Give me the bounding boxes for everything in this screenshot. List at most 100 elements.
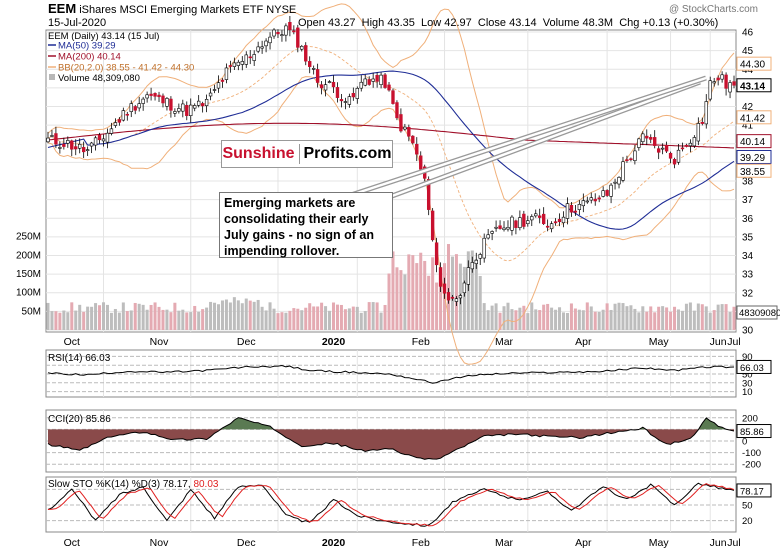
candle-body [161,95,165,104]
candle-body [454,298,459,302]
volume-bar [534,309,538,330]
candle-body [288,22,292,31]
candle-body [530,216,534,221]
volume-bar [141,304,145,330]
cci-last-box [736,424,772,439]
volume-bar [375,302,379,330]
volume-bar [621,303,625,330]
candle-body [367,79,371,85]
volume-bar [446,244,451,330]
candle-body [724,74,728,89]
ma50-line [47,70,735,230]
volume-bar [561,312,566,330]
candle-body [331,81,336,88]
volume-bar [224,299,228,330]
x-axis-label-top: May [649,336,670,348]
candle-body [637,138,641,148]
candle-body [185,105,189,116]
candle-body [581,200,586,207]
volume-bar [708,312,712,330]
volume-bar [585,302,589,330]
candle-body [200,103,205,107]
symbol: EEM [48,1,77,16]
x-axis-label-bottom: Feb [412,537,430,549]
volume-tick-label: 100M [16,288,41,299]
price-tick-label: 45 [742,46,754,57]
volume-bar [407,254,411,330]
volume-bar [665,307,669,330]
sto-last-box [736,483,772,498]
price-label: 40.14 [740,137,765,148]
volume-bar [625,306,629,330]
sto-title: Slow STO %K(14) %D(3) 78.17, 80.03 [48,479,219,490]
candle-body [101,138,106,142]
candle-body [470,262,474,270]
volume-bar [54,311,58,330]
candle-body [284,25,288,36]
volume-bar [125,311,129,330]
volume-bar [328,310,332,330]
volume-bar [676,309,681,330]
volume-bar [228,302,232,330]
candle-body [89,142,94,147]
header-date: 15-Jul-2020 [48,17,107,29]
volume-bar [335,304,339,330]
candle-body [268,36,272,44]
volume-tick-label: 250M [16,232,41,243]
candle-body [248,56,252,59]
candle-body [549,223,554,230]
volume-bar [530,302,534,330]
legend-ma200: MA(200) 40.14 [58,52,121,63]
volume-bar [661,306,665,330]
header-title: EEM iShares MSCI Emerging Markets ETF NY… [48,1,296,16]
candle-body [137,103,141,109]
x-axis-label-top: Nov [150,336,169,348]
volume-bar [502,306,506,330]
price-tick-label: 34 [742,251,754,262]
candle-body [129,103,133,112]
low-value: 42.97 [444,17,472,29]
volume-bar [609,309,613,330]
volume-bar [554,309,558,330]
legend-vol: Volume 48,309,080 [58,73,140,84]
volume-bar [355,306,359,330]
volume-value: 48.3M [582,17,614,29]
candle-body [617,177,621,185]
volume-bar [312,306,316,330]
candle-body [74,146,78,150]
volume-bar [716,304,720,330]
candle-body [625,159,629,161]
candle-body [383,74,387,88]
volume-bar [573,308,577,330]
volume-bar [423,260,427,330]
volume-bar [419,252,423,330]
volume-bar [435,282,439,330]
volume-bar [613,303,617,330]
volume-bar [101,302,106,330]
candle-body [613,181,617,184]
volume-bar [165,309,169,330]
volume-bar [347,308,351,330]
x-axis-label-bottom: Oct [64,537,80,549]
candle-body [304,45,308,62]
candle-series [46,15,736,307]
volume-bar [339,304,343,330]
volume-bar [538,310,542,330]
candle-body [649,137,653,140]
candle-body [339,99,344,102]
volume-bar [316,306,320,330]
rsi-tick-label: 50 [742,370,753,381]
volume-bar [288,310,292,330]
volume-bar [581,310,585,330]
candle-body [641,133,645,143]
legend-bb: BB(20,2.0) 38.55 - 41.42 - 44.30 [58,63,194,74]
x-axis-label-top: Dec [237,336,256,348]
candle-body [526,220,530,224]
candle-body [193,105,197,109]
volume-last-box [736,305,778,320]
rsi-title: RSI(14) 66.03 [48,353,111,364]
volume-bar [558,307,562,330]
volume-bar [343,309,347,330]
volume-bar [109,312,113,330]
candle-body [355,88,359,99]
